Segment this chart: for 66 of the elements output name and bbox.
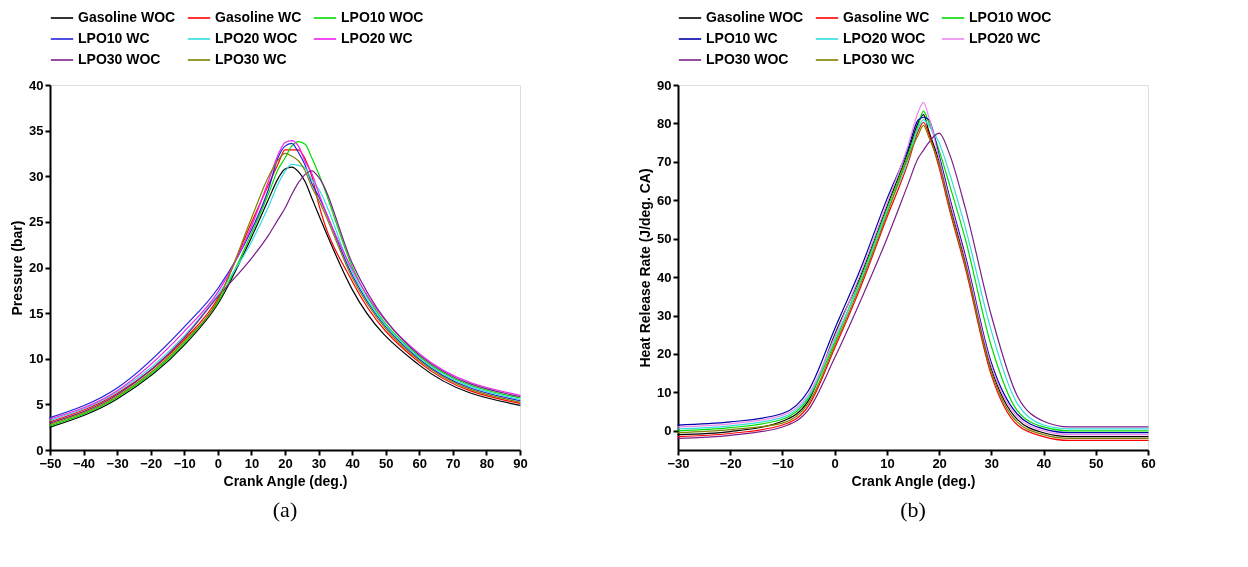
x-tick-label: −10 xyxy=(771,455,794,471)
x-tick-label: 30 xyxy=(984,455,1000,471)
x-axis-title: Crank Angle (deg.) xyxy=(851,472,976,489)
legend-label: LPO20 WOC xyxy=(843,30,926,46)
y-tick-label: 0 xyxy=(36,442,44,458)
y-tick-label: 20 xyxy=(657,346,672,362)
y-axis-title: Pressure (bar) xyxy=(9,220,26,316)
x-tick-label: −20 xyxy=(719,455,742,471)
x-tick-label: 0 xyxy=(214,455,222,471)
legend-label: LPO30 WC xyxy=(843,51,915,67)
legend-label: LPO20 WC xyxy=(341,30,413,46)
x-tick-label: −10 xyxy=(173,455,196,471)
y-tick-label: 90 xyxy=(657,77,672,93)
legend-label: LPO10 WC xyxy=(706,30,778,46)
y-tick-label: 50 xyxy=(657,231,672,247)
x-tick-label: 40 xyxy=(345,455,360,471)
legend-label: LPO10 WC xyxy=(78,30,150,46)
x-tick-label: 30 xyxy=(311,455,327,471)
x-tick-label: 10 xyxy=(244,455,260,471)
y-tick-label: 40 xyxy=(29,77,44,93)
x-tick-label: −30 xyxy=(667,455,690,471)
legend-label: LPO10 WOC xyxy=(969,9,1052,25)
legend-label: LPO30 WOC xyxy=(78,51,161,67)
legend-label: Gasoline WOC xyxy=(706,9,804,25)
y-tick-label: 40 xyxy=(657,269,672,285)
legend-label: Gasoline WC xyxy=(215,9,302,25)
y-tick-label: 5 xyxy=(36,396,44,412)
x-tick-label: 50 xyxy=(378,455,394,471)
x-tick-label: 0 xyxy=(831,455,839,471)
x-axis-title: Crank Angle (deg.) xyxy=(223,472,348,489)
y-axis-title: Heat Release Rate (J/deg. CA) xyxy=(637,168,654,368)
x-tick-label: 10 xyxy=(880,455,895,471)
x-tick-label: 70 xyxy=(446,455,461,471)
y-tick-label: 80 xyxy=(657,115,672,131)
y-tick-label: 25 xyxy=(29,214,44,230)
x-tick-label: −20 xyxy=(140,455,163,471)
legend-label: LPO30 WC xyxy=(215,51,287,67)
y-tick-label: 60 xyxy=(657,192,672,208)
x-tick-label: 20 xyxy=(932,455,947,471)
x-tick-label: 40 xyxy=(1036,455,1052,471)
y-tick-label: 10 xyxy=(657,384,672,400)
legend-label: LPO30 WOC xyxy=(706,51,789,67)
x-tick-label: 60 xyxy=(412,455,428,471)
legend-label: Gasoline WC xyxy=(843,9,930,25)
x-tick-label: −50 xyxy=(39,455,62,471)
text: (a) xyxy=(272,497,298,522)
y-tick-label: 10 xyxy=(29,351,44,367)
legend-label: LPO20 WOC xyxy=(215,30,298,46)
y-tick-label: 0 xyxy=(664,423,672,439)
y-tick-label: 20 xyxy=(29,260,44,275)
x-tick-label: −30 xyxy=(106,455,129,471)
x-tick-label: 20 xyxy=(278,455,293,471)
y-tick-label: 30 xyxy=(29,168,44,184)
y-tick-label: 15 xyxy=(29,305,44,321)
x-tick-label: 80 xyxy=(479,455,495,471)
x-tick-label: 50 xyxy=(1089,455,1104,471)
legend-label: LPO10 WOC xyxy=(341,9,424,25)
text: (b) xyxy=(900,497,926,522)
y-tick-label: 70 xyxy=(657,154,672,170)
y-tick-label: 35 xyxy=(29,123,44,139)
legend-label: LPO20 WC xyxy=(969,30,1041,46)
y-tick-label: 30 xyxy=(657,308,672,324)
x-tick-label: 60 xyxy=(1141,455,1156,471)
x-tick-label: 90 xyxy=(513,455,528,471)
legend-label: Gasoline WOC xyxy=(78,9,176,25)
x-tick-label: −40 xyxy=(73,455,96,471)
